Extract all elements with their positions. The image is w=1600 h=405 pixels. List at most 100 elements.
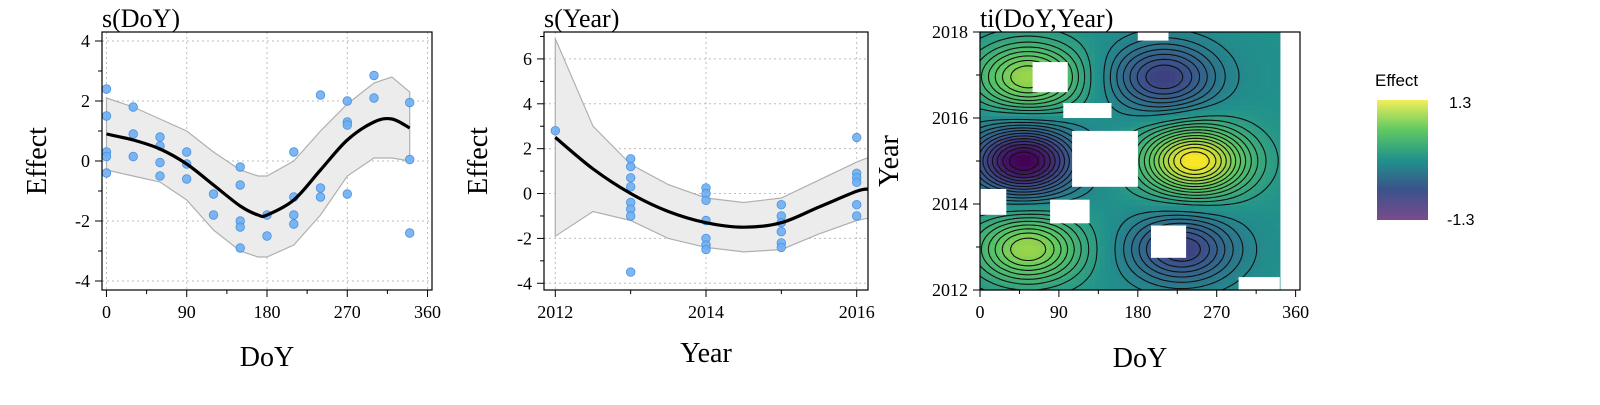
heatmap-cell [1084, 194, 1091, 201]
heatmap-cell [1274, 267, 1281, 274]
heatmap-cell [1079, 48, 1086, 56]
heatmap-cell [1039, 104, 1046, 112]
heatmap-cell [980, 245, 986, 252]
heatmap-cell [1109, 205, 1116, 213]
heatmap-cell [1139, 71, 1146, 78]
heatmap-cell [1129, 273, 1136, 280]
heatmap-cell [1134, 228, 1141, 235]
heatmap-cell [1049, 116, 1056, 123]
heatmap-cell [1199, 71, 1206, 78]
heatmap-cell [1264, 161, 1271, 168]
heatmap-cell [1059, 228, 1066, 235]
heatmap-cell [1239, 217, 1246, 224]
heatmap-cell [1064, 144, 1071, 151]
heatmap-cell [1234, 183, 1241, 190]
heatmap-cell [1234, 189, 1241, 196]
heatmap-cell [1039, 43, 1046, 50]
heatmap-cell [1094, 217, 1101, 224]
heatmap-cell [1184, 284, 1191, 291]
heatmap-cell [1094, 205, 1101, 213]
heatmap-cell [1239, 161, 1246, 168]
heatmap-cell [1014, 60, 1021, 67]
heatmap-cell [1164, 76, 1171, 84]
heatmap-cell [1139, 54, 1146, 61]
heatmap-cell [1119, 88, 1126, 95]
heatmap-cell [1014, 144, 1021, 151]
heatmap-cell [1094, 93, 1101, 100]
heatmap-cell [1199, 166, 1206, 173]
heatmap-cell [1034, 93, 1041, 100]
heatmap-cell [1119, 217, 1126, 224]
heatmap-cell [1199, 267, 1206, 274]
heatmap-cell [1204, 116, 1211, 123]
heatmap-cell [980, 177, 986, 185]
heatmap-cell [1114, 54, 1121, 61]
heatmap-cell [1164, 256, 1171, 263]
heatmap-cell [1119, 48, 1126, 56]
heatmap-cell [1044, 121, 1051, 128]
heatmap-cell [1154, 267, 1161, 274]
heatmap-cell [1259, 155, 1266, 162]
heatmap-cell [1029, 228, 1036, 235]
heatmap-cell [1154, 116, 1161, 123]
heatmap-cell [1044, 32, 1051, 39]
heatmap-cell [985, 149, 991, 156]
heatmap-cell [985, 256, 991, 263]
heatmap-cell [1034, 284, 1041, 291]
heatmap-cell [1039, 205, 1046, 213]
heatmap-cell [1219, 65, 1226, 72]
missing-data-region [1151, 225, 1187, 258]
heatmap-cell [1209, 104, 1216, 112]
heatmap-cell [1194, 172, 1201, 179]
heatmap-cell [1269, 245, 1276, 252]
heatmap-cell [1049, 194, 1056, 201]
heatmap-cell [1034, 233, 1041, 241]
heatmap-cell [1239, 256, 1246, 263]
heatmap-cell [1069, 228, 1076, 235]
heatmap-cell [1269, 217, 1276, 224]
heatmap-cell [1014, 172, 1021, 179]
heatmap-cell [1089, 250, 1096, 257]
heatmap-cell [1164, 194, 1171, 201]
heatmap-cell [1074, 93, 1081, 100]
heatmap-cell [1214, 239, 1221, 246]
heatmap-cell [1244, 88, 1251, 95]
heatmap-cell [1099, 99, 1106, 106]
colorbar-max-label: 1.3 [1449, 95, 1471, 112]
heatmap-cell [1124, 245, 1131, 252]
heatmap-cell [1019, 99, 1026, 106]
heatmap-cell [1109, 273, 1116, 280]
heatmap-cell [989, 71, 996, 78]
heatmap-cell [1049, 222, 1056, 229]
heatmap-cell [1254, 239, 1261, 246]
heatmap-cell [1104, 189, 1111, 196]
heatmap-cell [1239, 76, 1246, 84]
heatmap-cell [1154, 166, 1161, 173]
heatmap-cell [1119, 37, 1126, 44]
heatmap-cell [1184, 211, 1191, 218]
heatmap-cell [1224, 211, 1231, 218]
heatmap-cell [1239, 65, 1246, 72]
heatmap-cell [1174, 60, 1181, 67]
heatmap-cell [1264, 71, 1271, 78]
heatmap-cell [1124, 104, 1131, 112]
heatmap-cell [1209, 183, 1216, 190]
heatmap-cell [1019, 172, 1026, 179]
heatmap-cell [1069, 48, 1076, 56]
heatmap-cell [1184, 32, 1191, 39]
heatmap-cell [1274, 172, 1281, 179]
heatmap-cell [1184, 261, 1191, 269]
heatmap-cell [1184, 48, 1191, 56]
heatmap-cell [1229, 261, 1236, 269]
heatmap-cell [1039, 194, 1046, 201]
heatmap-cell [1164, 149, 1171, 156]
heatmap-cell [1094, 60, 1101, 67]
heatmap-cell [1184, 43, 1191, 50]
heatmap-cell [1254, 194, 1261, 201]
heatmap-cell [1104, 37, 1111, 44]
heatmap-cell [1209, 166, 1216, 173]
heatmap-cell [1174, 166, 1181, 173]
heatmap-cell [1139, 177, 1146, 185]
contour-line [1009, 151, 1039, 171]
heatmap-cell [1244, 60, 1251, 67]
